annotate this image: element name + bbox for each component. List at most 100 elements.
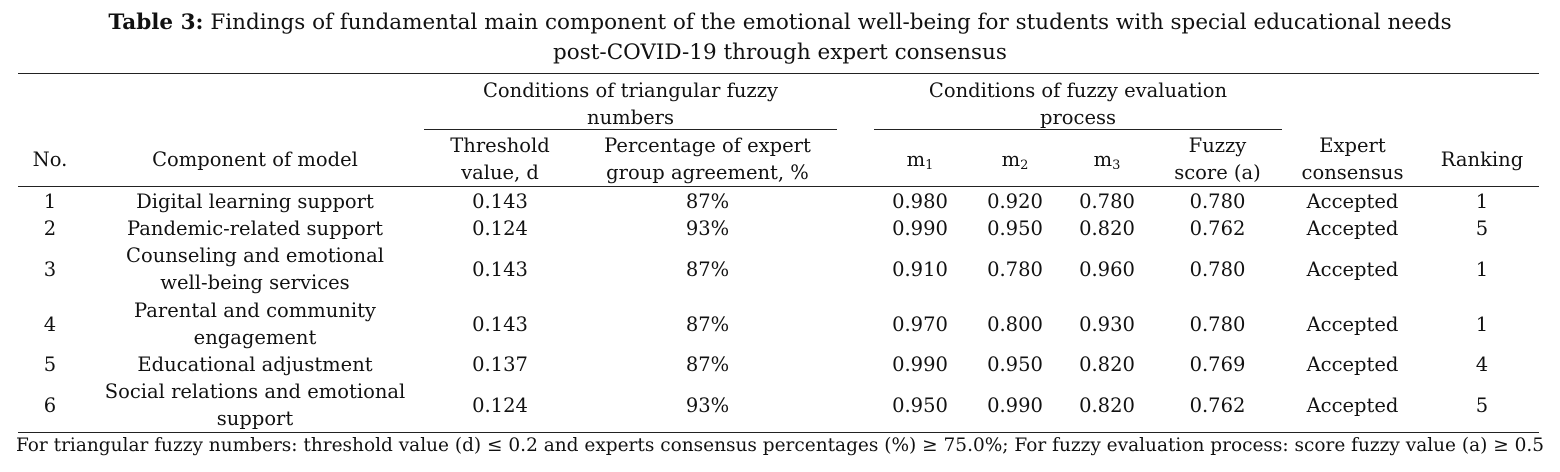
- header-threshold-line2: value, d: [461, 161, 539, 184]
- cell-m2: 0.780: [987, 257, 1043, 281]
- cell-fuzzy-score: 0.780: [1189, 189, 1246, 213]
- cell-percentage: 87%: [685, 257, 730, 281]
- group-header-triangular: Conditions of triangular fuzzy numbers: [424, 77, 837, 131]
- component-line: support: [216, 407, 294, 430]
- cell-no: 4: [43, 312, 57, 336]
- group-header-triangular-line1: Conditions of triangular fuzzy: [482, 79, 778, 102]
- top-rule: [18, 73, 1539, 74]
- cell-fuzzy-score: 0.762: [1189, 216, 1246, 240]
- cell-component: Pandemic-related support: [100, 215, 410, 242]
- cell-threshold: 0.124: [472, 393, 528, 417]
- cell-component: Social relations and emotional support: [100, 378, 410, 432]
- component-line: Counseling and emotional: [126, 244, 384, 267]
- cell-consensus: Accepted: [1306, 216, 1399, 240]
- cell-m2: 0.950: [987, 352, 1043, 376]
- component-line: Social relations and emotional: [104, 380, 406, 403]
- header-ranking: Ranking: [1440, 148, 1524, 171]
- component-line: Digital learning support: [136, 189, 374, 213]
- cell-m3: 0.820: [1079, 216, 1135, 240]
- caption-label: Table 3:: [108, 10, 204, 35]
- header-m3-subscript: 3: [1112, 158, 1121, 173]
- header-rule: [18, 186, 1539, 187]
- cell-m3: 0.820: [1079, 352, 1135, 376]
- header-fuzzy-line1: Fuzzy: [1188, 134, 1247, 157]
- header-percentage: Percentage of expert group agreement, %: [585, 132, 830, 186]
- cell-threshold: 0.143: [472, 189, 528, 213]
- cell-consensus: Accepted: [1306, 189, 1399, 213]
- header-m3-base: m: [1093, 148, 1113, 171]
- cell-threshold: 0.124: [472, 216, 528, 240]
- cell-threshold: 0.137: [472, 352, 528, 376]
- cell-no: 2: [43, 216, 57, 240]
- cell-percentage: 87%: [685, 312, 730, 336]
- bottom-rule: [18, 432, 1539, 433]
- header-m2-base: m: [1001, 148, 1021, 171]
- cell-m2: 0.920: [987, 189, 1043, 213]
- cell-component: Educational adjustment: [100, 351, 410, 378]
- caption-line-1: Table 3: Findings of fundamental main co…: [0, 8, 1560, 38]
- header-no: No.: [32, 148, 68, 171]
- cell-fuzzy-score: 0.780: [1189, 312, 1246, 336]
- header-fuzzy-line2: score (a): [1174, 161, 1261, 184]
- group-header-evaluation-line1: Conditions of fuzzy evaluation: [928, 79, 1228, 102]
- group-header-evaluation-line2: process: [1039, 106, 1117, 129]
- cell-m3: 0.820: [1079, 393, 1135, 417]
- cell-consensus: Accepted: [1306, 257, 1399, 281]
- component-line: Parental and community: [134, 299, 376, 322]
- group-header-triangular-line2: numbers: [587, 106, 674, 129]
- table-footnote: For triangular fuzzy numbers: threshold …: [15, 435, 1545, 456]
- cell-ranking: 1: [1475, 189, 1489, 213]
- header-threshold: Threshold value, d: [430, 132, 570, 186]
- header-component: Component of model: [152, 148, 358, 171]
- cell-component: Counseling and emotional well-being servi…: [100, 242, 410, 296]
- cell-m1: 0.990: [892, 352, 948, 376]
- cell-fuzzy-score: 0.762: [1189, 393, 1246, 417]
- cell-m3: 0.780: [1079, 189, 1135, 213]
- header-percentage-line2: group agreement, %: [606, 161, 809, 184]
- header-m1-base: m: [906, 148, 926, 171]
- cell-percentage: 93%: [685, 216, 730, 240]
- cell-ranking: 1: [1475, 312, 1489, 336]
- cell-component: Digital learning support: [100, 188, 410, 215]
- cell-ranking: 5: [1475, 216, 1489, 240]
- cell-m2: 0.950: [987, 216, 1043, 240]
- header-percentage-line1: Percentage of expert: [604, 134, 811, 157]
- cell-threshold: 0.143: [472, 257, 528, 281]
- cell-no: 1: [43, 189, 57, 213]
- component-line: Educational adjustment: [137, 352, 373, 376]
- cell-percentage: 93%: [685, 393, 730, 417]
- header-threshold-line1: Threshold: [450, 134, 550, 157]
- header-expert-consensus: Expert consensus: [1290, 132, 1415, 186]
- cell-consensus: Accepted: [1306, 312, 1399, 336]
- cell-fuzzy-score: 0.780: [1189, 257, 1246, 281]
- header-fuzzy-score: Fuzzy score (a): [1160, 132, 1275, 186]
- cell-m3: 0.960: [1079, 257, 1135, 281]
- header-m1-text: m1: [906, 148, 934, 173]
- header-m1: m1: [880, 146, 960, 179]
- component-line: Pandemic-related support: [127, 216, 383, 240]
- cell-consensus: Accepted: [1306, 393, 1399, 417]
- cell-m1: 0.950: [892, 393, 948, 417]
- header-m2-subscript: 2: [1020, 158, 1029, 173]
- cell-percentage: 87%: [685, 189, 730, 213]
- cell-m2: 0.990: [987, 393, 1043, 417]
- cell-percentage: 87%: [685, 352, 730, 376]
- cell-m1: 0.910: [892, 257, 948, 281]
- cell-ranking: 5: [1475, 393, 1489, 417]
- cell-threshold: 0.143: [472, 312, 528, 336]
- header-m2: m2: [975, 146, 1055, 179]
- cell-m3: 0.930: [1079, 312, 1135, 336]
- header-m3: m3: [1067, 146, 1147, 179]
- evaluation-group-rule: [874, 129, 1282, 130]
- table-caption: Table 3: Findings of fundamental main co…: [0, 8, 1560, 68]
- header-consensus-line1: Expert: [1319, 134, 1386, 157]
- cell-no: 5: [43, 352, 57, 376]
- cell-fuzzy-score: 0.769: [1189, 352, 1246, 376]
- cell-consensus: Accepted: [1306, 352, 1399, 376]
- cell-no: 3: [43, 257, 57, 281]
- header-m2-text: m2: [1001, 148, 1029, 173]
- cell-m1: 0.970: [892, 312, 948, 336]
- cell-ranking: 1: [1475, 257, 1489, 281]
- caption-text-1: Findings of fundamental main component o…: [210, 10, 1452, 35]
- cell-ranking: 4: [1475, 352, 1489, 376]
